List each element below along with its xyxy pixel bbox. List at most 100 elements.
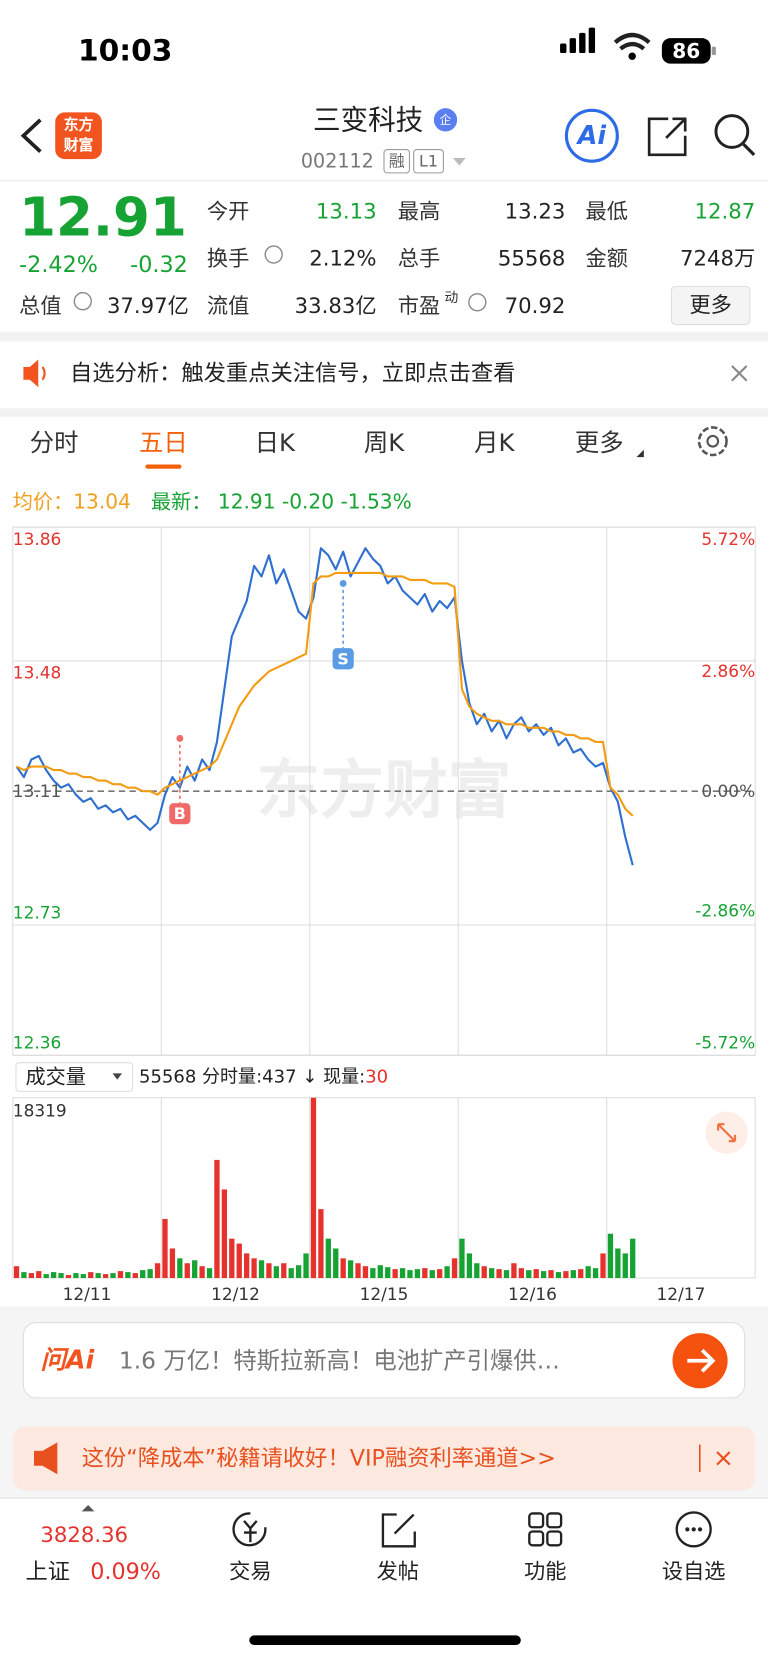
volume-bar [511, 1263, 517, 1279]
tab-item[interactable]: 交易 [229, 1559, 271, 1584]
promo-close[interactable] [716, 1451, 731, 1466]
promo-text: 这份“降成本”秘籍请收好！VIP融资利率通道>> [82, 1445, 556, 1471]
volume-bar [65, 1275, 72, 1279]
volume-bar [169, 1248, 176, 1279]
volume-bar [570, 1270, 576, 1279]
y-tick-label: 13.86 [13, 529, 62, 549]
volume-bar [533, 1269, 539, 1279]
share-icon[interactable] [647, 117, 687, 157]
x-tick-label: 12/17 [657, 1284, 706, 1304]
tab[interactable]: 更多 [575, 428, 624, 457]
more-button[interactable] [670, 285, 751, 326]
volume-bar [607, 1233, 614, 1279]
price-line [16, 571, 634, 817]
field-value: 7248万 [680, 246, 755, 271]
tab[interactable]: 月K [474, 428, 515, 457]
tabbar-line [0, 1497, 768, 1499]
promo-icon [34, 1442, 58, 1475]
summary-last: 12.91 [211, 490, 275, 514]
volume-bar [154, 1263, 161, 1279]
volume-bar [58, 1273, 64, 1279]
tab[interactable]: 分时 [30, 428, 79, 457]
tab-item[interactable]: 功能 [524, 1559, 566, 1584]
volume-bar [414, 1269, 421, 1279]
promo-box[interactable] [12, 1426, 756, 1491]
volume-minute: 437 [262, 1066, 296, 1087]
volume-bar [88, 1272, 94, 1279]
back-button[interactable] [20, 118, 42, 154]
wifi-dot [628, 52, 636, 60]
field-value: 13.23 [505, 200, 566, 225]
volume-bar [102, 1274, 109, 1279]
tab[interactable]: 五日 [139, 428, 188, 457]
stock-name: 三变科技 [313, 103, 423, 136]
ai-button[interactable] [564, 108, 619, 163]
volume-bar [95, 1273, 101, 1279]
info-icon [73, 292, 92, 311]
volume-bar [303, 1253, 309, 1279]
more-label: 更多 [689, 293, 731, 318]
ai-box[interactable] [22, 1322, 746, 1399]
tab[interactable]: 日K [255, 428, 296, 457]
summary-avg_label: 均价： [13, 490, 73, 514]
field-label: 市盈 [398, 294, 440, 319]
volume-arrow: ↓ [297, 1066, 318, 1087]
volume-bar [13, 1266, 20, 1279]
func-icon [546, 1530, 563, 1547]
volume-bar [548, 1270, 554, 1279]
index-name: 上证 [26, 1559, 71, 1585]
volume-bar [333, 1248, 339, 1279]
badge [433, 108, 458, 132]
ai-arrow [687, 1348, 716, 1373]
field-label: 最高 [398, 200, 440, 225]
signal-bar [560, 43, 567, 54]
volume-bar [600, 1253, 606, 1279]
volume-bar [466, 1253, 473, 1279]
volume-bar [437, 1269, 443, 1279]
volume-bar [615, 1248, 621, 1279]
volume-bar [347, 1260, 354, 1279]
volume-bar [199, 1266, 205, 1279]
post-icon [381, 1513, 416, 1548]
volume-current: 30 [365, 1066, 388, 1087]
watch-dot [691, 1527, 696, 1532]
summary-last_label: 最新： [131, 490, 212, 514]
volume-bar [177, 1258, 183, 1279]
field-label: 换手 [207, 246, 249, 271]
gap [0, 331, 768, 342]
notice-close[interactable] [731, 365, 748, 382]
tab-item[interactable]: 设自选 [662, 1559, 726, 1584]
volume-bar [147, 1269, 153, 1279]
battery-tip [711, 46, 716, 56]
volume-dropdown[interactable] [15, 1062, 134, 1092]
tab-item[interactable]: 发帖 [377, 1559, 419, 1584]
tab[interactable]: 周K [364, 428, 405, 457]
tag: 融 [389, 152, 405, 171]
wifi-icon [613, 32, 651, 51]
marker-label: B [174, 804, 186, 823]
logo-text: 财富 [64, 136, 94, 154]
volume-bar [281, 1263, 287, 1279]
y-tick-label: 12.36 [13, 1033, 62, 1053]
volume-bar [266, 1263, 272, 1279]
volume-current_label: 现量: [317, 1066, 365, 1087]
volume-bar [488, 1268, 495, 1279]
tab-underline [145, 464, 182, 469]
field-label: 流值 [207, 294, 249, 319]
volume-bar [229, 1238, 235, 1279]
trade-icon [232, 1512, 267, 1547]
ai-label: Ai [576, 121, 607, 151]
volume-bar [251, 1258, 257, 1279]
volume-bar [36, 1271, 42, 1279]
notice-text[interactable]: 自选分析：触发重点关注信号，立即点击查看 [70, 360, 515, 386]
volume-bar [295, 1265, 302, 1279]
volume-bar [236, 1243, 242, 1279]
volume-summary: 55568 分时量:437 ↓ 现量:30 [139, 1066, 388, 1087]
search-icon[interactable] [714, 114, 750, 149]
volume-frame [12, 1097, 756, 1279]
settings-icon[interactable] [697, 426, 728, 457]
promo-sep [698, 1444, 701, 1473]
volume-bar [526, 1270, 532, 1279]
volume-bar [630, 1238, 636, 1279]
volume-bar [310, 1097, 317, 1279]
